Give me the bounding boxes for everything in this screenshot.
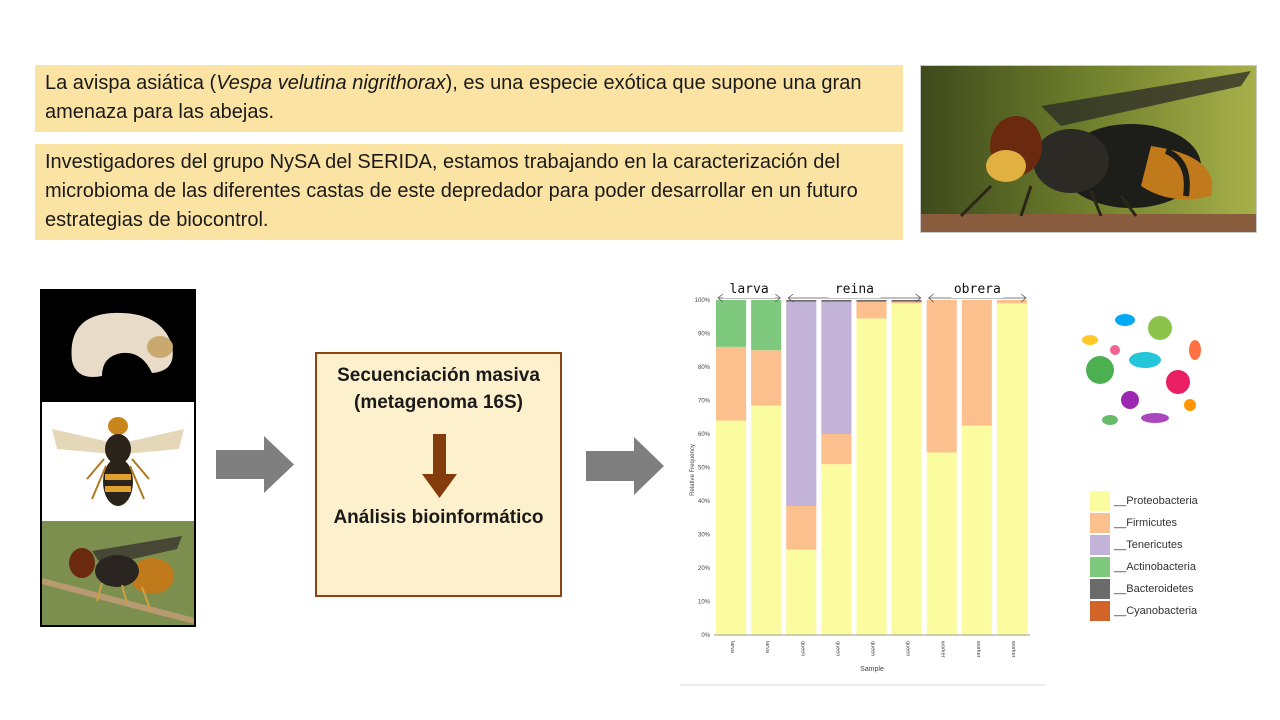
legend-swatch bbox=[1090, 535, 1110, 555]
legend-item: __Firmicutes bbox=[1090, 512, 1230, 534]
bar-segment bbox=[751, 405, 782, 635]
y-tick-label: 0% bbox=[701, 633, 710, 639]
bar-segment bbox=[996, 300, 1027, 304]
legend-swatch bbox=[1090, 513, 1110, 533]
right-arrow-icon bbox=[586, 437, 664, 500]
bar-segment bbox=[891, 301, 922, 304]
group-label-bg bbox=[723, 280, 776, 298]
legend-label: __Tenericutes bbox=[1114, 539, 1183, 551]
x-axis-label: Sample bbox=[860, 666, 884, 673]
bar-segment bbox=[926, 300, 957, 453]
x-tick-label: worker bbox=[975, 640, 981, 658]
bar-segment bbox=[821, 464, 852, 635]
process-box: Secuenciación masiva (metagenoma 16S) An… bbox=[315, 352, 562, 597]
y-tick-label: 20% bbox=[698, 566, 711, 572]
y-axis-label: Relative Frequency bbox=[690, 444, 696, 496]
y-tick-label: 60% bbox=[698, 432, 711, 438]
bar-segment bbox=[751, 350, 782, 406]
x-tick-label: queen bbox=[870, 641, 876, 656]
legend-swatch bbox=[1090, 557, 1110, 577]
y-tick-label: 30% bbox=[698, 533, 711, 539]
legend-label: __Bacteroidetes bbox=[1114, 583, 1194, 595]
bar-segment bbox=[856, 301, 887, 319]
bar-segment bbox=[821, 301, 852, 434]
y-tick-label: 90% bbox=[698, 332, 711, 338]
bar-segment bbox=[856, 300, 887, 302]
x-tick-label: queen bbox=[799, 641, 805, 656]
caste-images bbox=[40, 289, 196, 627]
y-tick-label: 80% bbox=[698, 365, 711, 371]
legend-label: __Proteobacteria bbox=[1114, 495, 1198, 507]
microbes-illustration bbox=[1070, 290, 1215, 440]
legend-swatch bbox=[1090, 601, 1110, 621]
x-tick-label: queen bbox=[905, 641, 911, 656]
group-label-bg bbox=[951, 280, 1004, 298]
group-bracket-arrows bbox=[787, 293, 922, 303]
group-label: larva bbox=[730, 282, 769, 297]
group-label-bg bbox=[828, 280, 881, 298]
x-tick-label: queen bbox=[834, 641, 840, 656]
microbiome-chart: 0% 10% 20% 30% 40% 50% 60% 70% 80% 90% 100% larva la… bbox=[680, 275, 1045, 687]
legend-label: __Firmicutes bbox=[1114, 517, 1177, 529]
bar-segment bbox=[716, 346, 747, 421]
y-tick-label: 40% bbox=[698, 499, 711, 505]
chart-legend: __Proteobacteria __Firmicutes __Tenericute… bbox=[1090, 490, 1230, 622]
bar-segment bbox=[961, 300, 992, 426]
bar-segment bbox=[926, 452, 957, 635]
x-tick-label: larva bbox=[729, 641, 735, 654]
legend-item: __Actinobacteria bbox=[1090, 556, 1230, 578]
bar-segment bbox=[821, 300, 852, 302]
bar-segment bbox=[786, 549, 817, 635]
bar-segment bbox=[716, 420, 747, 635]
x-tick-label: larva bbox=[764, 641, 770, 654]
y-tick-label: 100% bbox=[695, 298, 711, 304]
y-tick-label: 50% bbox=[698, 466, 711, 472]
intro-text-box: La avispa asiática (Vespa velutina nigri… bbox=[35, 65, 903, 132]
sequencing-label: Secuenciación masiva (metagenoma 16S) bbox=[337, 365, 540, 413]
legend-swatch bbox=[1090, 579, 1110, 599]
bar-segment bbox=[821, 434, 852, 465]
bar-segment bbox=[996, 303, 1027, 635]
bar-segment bbox=[786, 301, 817, 507]
bar-segment bbox=[786, 506, 817, 550]
hornet-branch-photo bbox=[42, 521, 194, 625]
legend-label: __Actinobacteria bbox=[1114, 561, 1196, 573]
bioinformatics-label: Análisis bioinformático bbox=[333, 507, 544, 528]
research-text-box: Investigadores del grupo NySA del SERIDA… bbox=[35, 144, 903, 240]
legend-swatch bbox=[1090, 491, 1110, 511]
group-label: obrera bbox=[954, 282, 1001, 297]
intro-text-part2: ), es una especie exótica que supone una… bbox=[45, 72, 862, 123]
legend-label: __Cyanobacteria bbox=[1114, 605, 1198, 617]
research-text: Investigadores del grupo NySA del SERIDA… bbox=[45, 151, 858, 231]
bar-segment bbox=[751, 300, 782, 351]
bar-segment bbox=[961, 425, 992, 635]
y-tick-label: 70% bbox=[698, 399, 711, 405]
group-label: reina bbox=[835, 282, 874, 297]
down-arrow-icon bbox=[422, 434, 457, 506]
hornet-photo bbox=[920, 65, 1257, 233]
larva-photo bbox=[42, 291, 194, 402]
group-bracket-arrows bbox=[717, 293, 781, 303]
legend-item: __Proteobacteria bbox=[1090, 490, 1230, 512]
species-name: Vespa velutina nigrithorax bbox=[216, 72, 446, 94]
bar-segment bbox=[891, 303, 922, 635]
right-arrow-icon bbox=[216, 436, 294, 498]
y-tick-label: 10% bbox=[698, 600, 711, 606]
group-bracket-arrows bbox=[928, 293, 1027, 303]
x-tick-label: worker bbox=[940, 640, 946, 658]
bar-segment bbox=[856, 318, 887, 635]
x-tick-label: worker bbox=[1010, 640, 1016, 658]
bar-segment bbox=[786, 300, 817, 302]
legend-item: __Bacteroidetes bbox=[1090, 578, 1230, 600]
bar-segment bbox=[716, 300, 747, 347]
wasp-specimen-photo bbox=[42, 404, 194, 519]
bar-segment bbox=[891, 300, 922, 302]
intro-text-part1: La avispa asiática ( bbox=[45, 72, 217, 94]
legend-item: __Cyanobacteria bbox=[1090, 600, 1230, 622]
legend-item: __Tenericutes bbox=[1090, 534, 1230, 556]
